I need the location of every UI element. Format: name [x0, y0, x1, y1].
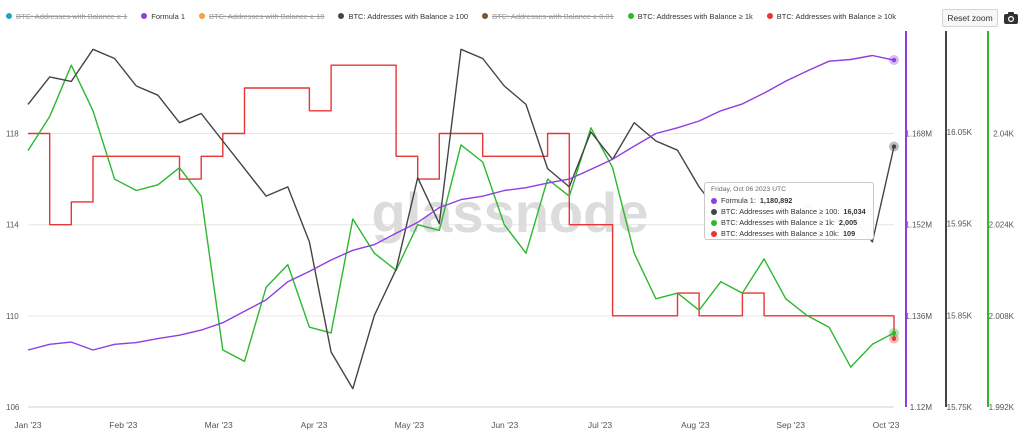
legend-label: BTC: Addresses with Balance ≥ 1k [637, 11, 753, 21]
tooltip-row: BTC: Addresses with Balance ≥ 1k: 2,005 [711, 217, 867, 228]
axes-layer: 106 110 114 118 1.12M 1.136M 1.152M 1.168M 15.75… [6, 31, 1015, 430]
legend-label: BTC: Addresses with Balance ≥ 100 [348, 11, 469, 21]
x-axis-tick-label: Oct '23 [873, 420, 900, 430]
legend-label: BTC: Addresses with Balance ≥ 0.01 [492, 11, 614, 21]
formula-axis-tick-label: 1.12M [910, 403, 933, 412]
thousand-axis-tick-label: 2.04K [993, 130, 1015, 139]
tooltip-value: 109 [842, 229, 856, 238]
legend-dot [6, 13, 12, 19]
legend-label: BTC: Addresses with Balance ≥ 1 [16, 11, 128, 21]
x-axis-tick-label: Apr '23 [301, 420, 328, 430]
tooltip-value: 16,034 [843, 207, 866, 216]
x-axis-tick-label: May '23 [395, 420, 425, 430]
legend-label: Formula 1 [151, 11, 186, 21]
tooltip-row: Formula 1: 1,180,892 [711, 195, 867, 206]
series-line [27, 64, 895, 368]
tooltip-date: Friday, Oct 06 2023 UTC [711, 186, 787, 193]
tooltip-value: 1,180,892 [759, 196, 793, 205]
series-line [28, 64, 895, 339]
watermark: glassnode [372, 181, 649, 244]
tooltip-label: BTC: Addresses with Balance ≥ 1k: [721, 218, 835, 227]
markers-layer [889, 55, 899, 344]
series-line [27, 54, 895, 351]
legend-dot [338, 13, 345, 19]
tooltip-label: BTC: Addresses with Balance ≥ 10k: [721, 229, 839, 238]
legend-item[interactable]: BTC: Addresses with Balance ≥ 100 [338, 12, 468, 21]
series-end-marker [891, 330, 897, 336]
camera-icon[interactable] [1003, 11, 1019, 25]
legend-dot [627, 13, 634, 19]
formula-axis-tick-label: 1.136M [905, 312, 932, 321]
tooltip-label: Formula 1: [721, 196, 756, 205]
thousand-axis-tick-label: 1.992K [989, 403, 1015, 412]
x-axis-tick-label: Jun '23 [491, 420, 518, 430]
tooltip: Friday, Oct 06 2023 UTC Formula 1: 1,180… [704, 182, 874, 240]
legend-label: BTC: Addresses with Balance ≥ 10k [776, 11, 896, 21]
x-axis-tick-label: Feb '23 [109, 420, 137, 430]
series-end-marker [891, 144, 897, 149]
thousand-axis-tick-label: 2.008K [989, 312, 1015, 321]
legend-label: BTC: Addresses with Balance ≥ 10 [209, 11, 325, 21]
series-end-marker [891, 336, 897, 341]
chart-gridlines [28, 133, 894, 408]
legend-dot [482, 13, 489, 19]
tooltip-dot [711, 230, 717, 237]
x-axis-tick-label: Mar '23 [205, 420, 233, 430]
tooltip-dot [711, 208, 717, 215]
legend-item[interactable]: BTC: Addresses with Balance ≥ 10k [766, 11, 896, 21]
legend-dot [199, 13, 206, 19]
legend-dot [766, 13, 773, 19]
tooltip-row: BTC: Addresses with Balance ≥ 10k: 109 [711, 228, 867, 239]
formula-axis-tick-label: 1.168M [905, 130, 932, 139]
x-axis-tick-label: Aug '23 [681, 420, 710, 430]
hundred-axis-tick-label: 15.85K [947, 311, 973, 320]
thousand-axis-tick-label: 2.024K [989, 221, 1015, 230]
tooltip-row: BTC: Addresses with Balance ≥ 100: 16,03… [711, 206, 867, 217]
left-axis-tick-label: 110 [6, 312, 19, 321]
legend-item[interactable]: BTC: Addresses with Balance ≥ 0.01 [482, 12, 614, 21]
tooltip-dot [711, 219, 717, 226]
legend-item[interactable]: Formula 1 [141, 12, 185, 21]
formula-axis-tick-label: 1.152M [905, 221, 932, 230]
hundred-axis-tick-label: 15.75K [947, 403, 973, 412]
x-axis-tick-label: Sep '23 [776, 420, 805, 430]
x-axis-tick-label: Jul '23 [588, 420, 613, 430]
tooltip-label: BTC: Addresses with Balance ≥ 100: [721, 207, 840, 216]
legend-dot [141, 13, 148, 19]
left-axis-tick-label: 118 [6, 130, 19, 139]
left-axis-tick-label: 106 [6, 403, 20, 412]
legend-item[interactable]: BTC: Addresses with Balance ≥ 1k [627, 11, 753, 21]
hundred-axis-tick-label: 15.95K [947, 220, 973, 229]
tooltip-dot [711, 197, 717, 204]
left-axis-tick-label: 114 [6, 221, 19, 230]
hundred-axis-tick-label: 16.05K [947, 128, 973, 137]
chart-legend: BTC: Addresses with Balance ≥ 1 Formula 1… [6, 6, 896, 26]
tooltip-value: 2,005 [838, 218, 858, 227]
reset-zoom-button[interactable]: Reset zoom [942, 9, 998, 27]
legend-item[interactable]: BTC: Addresses with Balance ≥ 1 [6, 12, 127, 21]
x-axis-tick-label: Jan '23 [14, 420, 41, 430]
series-end-marker [891, 57, 897, 63]
legend-item[interactable]: BTC: Addresses with Balance ≥ 10 [199, 12, 324, 21]
